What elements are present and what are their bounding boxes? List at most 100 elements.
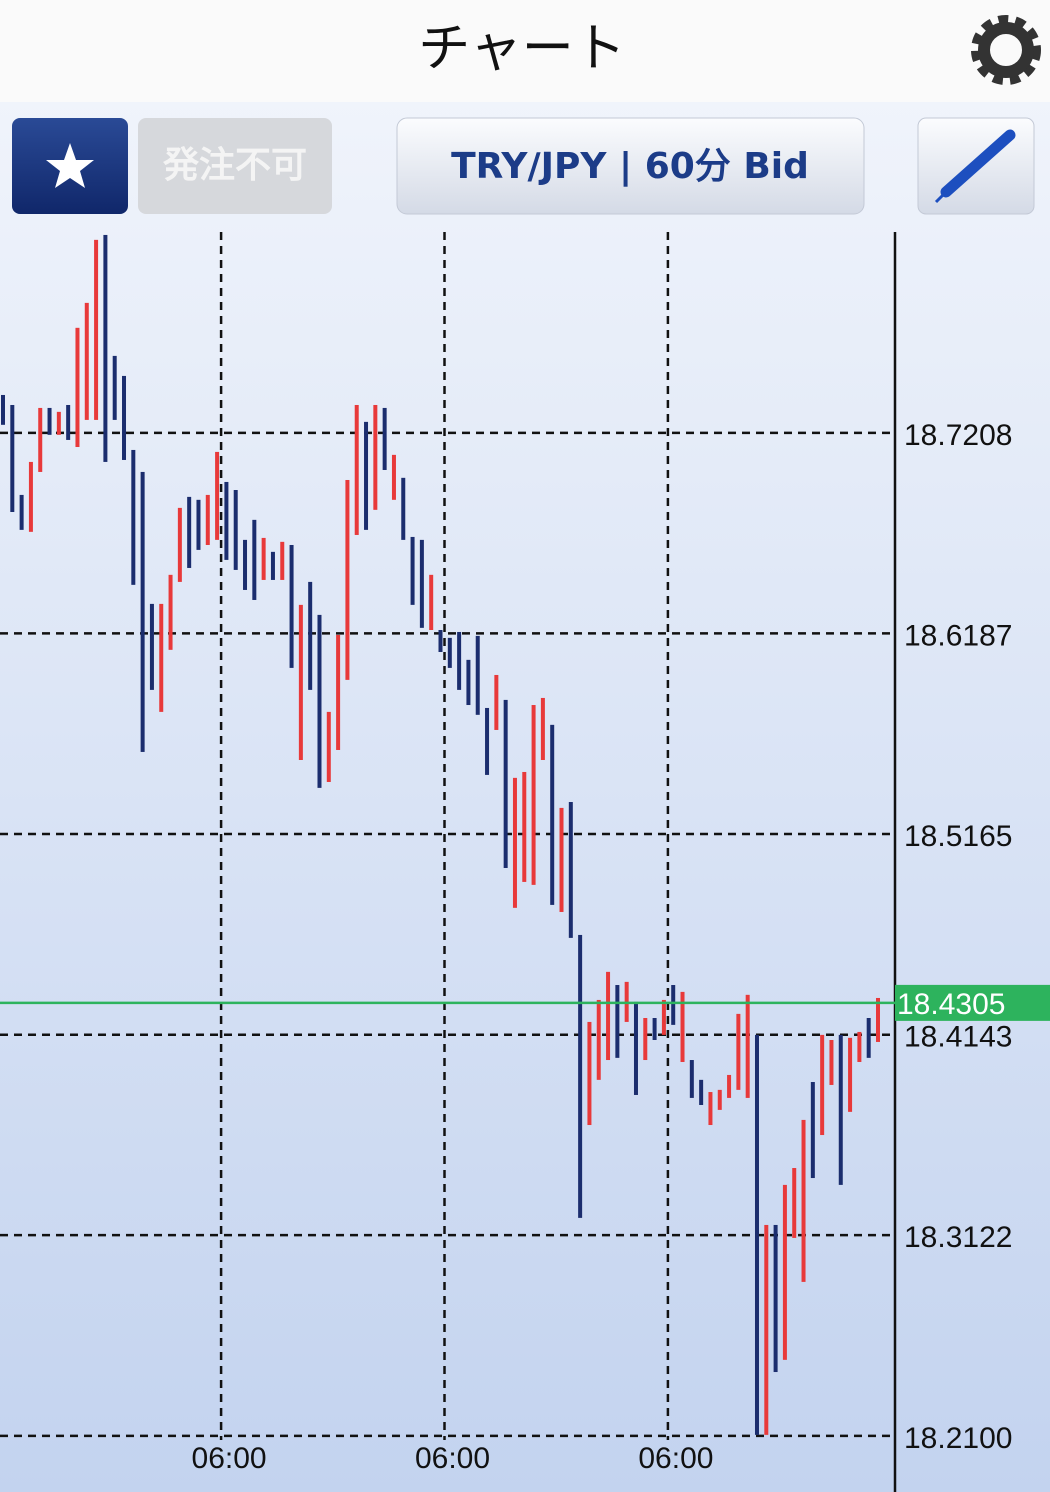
candle-body [429,574,434,631]
candle-body [205,494,210,545]
candle-body [280,541,285,580]
candle-body [75,327,80,448]
candle-body [177,507,182,582]
candle-body [671,985,676,1025]
candle-body [512,777,517,908]
candle-body [224,481,229,560]
candle-body [19,494,24,530]
pen-icon [940,129,1016,198]
current-price-label: 18.4305 [897,988,1005,1021]
candle-body [745,994,750,1098]
candle-body [466,659,471,706]
symbol-button[interactable]: TRY/JPY | 60分 Bid [396,117,865,215]
candle-body [270,551,275,580]
candle-body [540,697,545,760]
candle-body [233,490,238,570]
y-tick-label: 18.5165 [904,820,1012,853]
candle-body [317,614,322,788]
candle-body [559,807,564,912]
candle-body [503,699,508,868]
candle-body [615,985,620,1058]
candle-body [298,604,303,760]
candle-body [447,637,452,668]
candle-body [196,499,201,550]
candle-body [47,407,52,435]
candle-body [680,991,685,1062]
x-tick-label: 06:00 [415,1442,490,1475]
candle-body [568,802,573,938]
y-tick-label: 18.2100 [904,1422,1012,1455]
candle-body [810,1082,815,1179]
candle-body [308,581,313,690]
candle-body [792,1168,797,1238]
candle-body [727,1074,732,1098]
candle-body [149,603,154,690]
candle-body [550,724,555,905]
candle-body [717,1089,722,1110]
candle-body [187,496,192,568]
candle-body [94,239,99,420]
y-tick-label: 18.4143 [904,1021,1012,1054]
candle-body [866,1018,871,1058]
candle-body [122,375,127,460]
candle-body [876,997,880,1042]
candle-body [606,971,611,1061]
candle-body [661,999,666,1035]
candle-body [215,451,220,540]
draw-button[interactable] [917,117,1035,215]
candle-body [820,1034,825,1136]
y-tick-label: 18.3122 [904,1221,1012,1254]
candle-body [38,407,43,472]
candle-body [596,999,601,1080]
candle-body [140,471,145,752]
x-tick-label: 06:00 [192,1442,267,1475]
candle-body [838,1034,843,1185]
candle-body [243,539,248,590]
candle-body [699,1079,704,1105]
x-tick-label: 06:00 [638,1442,713,1475]
candle-body [252,519,257,600]
candle-body [438,630,443,652]
candle-body [1,394,5,425]
candle-body [643,1018,648,1061]
gear-ring [978,22,1034,78]
candle-body [578,934,583,1218]
symbol-button-label: TRY/JPY | 60分 Bid [451,146,809,187]
candle-body [410,536,415,605]
candle-body [773,1224,778,1373]
candle-body [364,421,369,530]
candle-body [494,674,499,730]
candle-body [764,1224,769,1435]
candle-body [354,404,359,535]
order-button-bg [138,118,332,214]
candle-body [485,707,490,775]
current-price-box [895,984,1050,1021]
candle-body [475,635,480,715]
symbol-button-bg [396,117,865,215]
candle-body [112,355,117,420]
candle-body [289,544,294,668]
candle-body [345,479,350,680]
candle-body [373,404,378,510]
candle-body [708,1092,713,1126]
candle-body [754,1034,759,1435]
favorite-button[interactable] [12,118,128,214]
candle-body [801,1119,806,1282]
candle-body [66,404,71,440]
pen-tip [934,190,948,204]
candle-body [261,537,266,580]
order-button-label: 発注不可 [163,145,307,186]
candle-body [736,1013,741,1090]
candle-body [326,711,331,782]
y-tick-label: 18.6187 [904,619,1012,652]
candle-body [419,539,424,628]
candle-body [10,404,15,512]
candle-body [522,771,527,882]
settings-button[interactable] [971,15,1041,85]
candle-body [633,1001,638,1095]
candle-body [336,634,341,750]
order-button[interactable]: 発注不可 [138,118,332,214]
